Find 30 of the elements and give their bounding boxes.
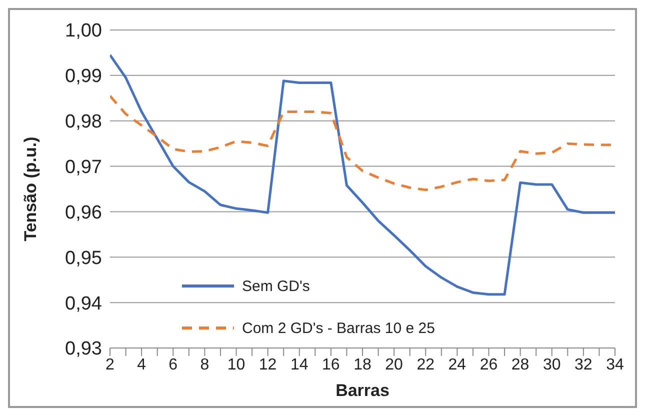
x-tick-label: 6	[168, 356, 178, 374]
y-axis-title: Tensão (p.u.)	[21, 136, 40, 242]
x-tick-label: 20	[385, 356, 404, 374]
x-tick-label: 26	[480, 356, 498, 374]
legend-label: Sem GD's	[242, 278, 310, 294]
y-tick-label: 0,99	[65, 66, 102, 88]
x-tick-label: 34	[606, 356, 624, 374]
x-tick-label: 12	[258, 356, 277, 374]
y-tick-label: 0,97	[65, 157, 102, 178]
x-axis-title: Barras	[336, 381, 390, 400]
x-tick-label: 24	[448, 356, 466, 374]
x-tick-label: 14	[290, 356, 308, 374]
y-tick-label: 0,96	[65, 202, 102, 224]
x-tick-label: 32	[574, 356, 592, 374]
y-tick-label: 1,00	[65, 20, 102, 42]
x-tick-label: 8	[200, 356, 210, 374]
y-tick-label: 0,93	[65, 338, 102, 360]
legend-label: Com 2 GD's - Barras 10 e 25	[242, 320, 435, 336]
x-tick-label: 4	[137, 356, 146, 374]
y-tick-label: 0,94	[65, 293, 102, 314]
line-series	[110, 54, 615, 296]
x-tick-label: 30	[542, 356, 561, 374]
x-tick-label: 28	[511, 356, 530, 374]
x-tick-label: 10	[227, 356, 246, 374]
y-tick-label: 0,98	[65, 112, 102, 133]
x-tick-label: 2	[106, 356, 115, 374]
y-tick-label: 0,95	[65, 248, 102, 269]
x-tick-label: 22	[416, 356, 435, 374]
x-tick-label: 16	[322, 356, 340, 374]
x-tick-label: 18	[354, 356, 372, 374]
